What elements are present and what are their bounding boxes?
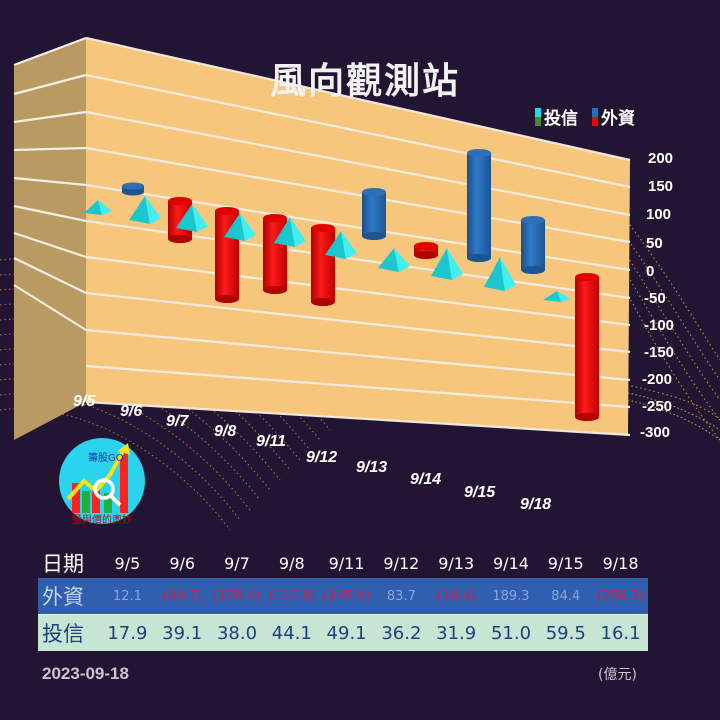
table-cell: 9/15 <box>547 553 584 573</box>
table-cell: 49.1 <box>326 622 367 644</box>
table-row-trust: 投信 17.9 39.1 38.0 44.1 49.1 36.2 31.9 51… <box>38 614 648 651</box>
x-label: 9/12 <box>306 449 338 466</box>
table-cell: 51.0 <box>490 622 532 644</box>
unit-label: (億元) <box>598 667 637 683</box>
table-cell: 31.9 <box>436 622 477 644</box>
legend-swatch-foreign-icon <box>592 107 598 126</box>
table-cell: 44.1 <box>271 622 312 644</box>
brand-logo: 籌股GO 量與價的奧妙 <box>58 437 146 526</box>
table-cell: (178.6) <box>213 588 261 604</box>
table-cell: 12.1 <box>112 588 142 604</box>
table-cell: 36.2 <box>381 622 422 644</box>
y-tick: -50 <box>644 290 666 307</box>
x-label: 9/15 <box>464 484 496 501</box>
table-cell: 39.1 <box>162 622 203 644</box>
table-cell: 59.5 <box>545 622 586 644</box>
legend-label: 外資 <box>601 109 635 129</box>
row-header: 外資 <box>42 585 84 609</box>
y-tick: -150 <box>644 344 675 361</box>
y-tick: -250 <box>642 398 673 415</box>
y-tick: 0 <box>646 263 655 280</box>
table-cell: 9/18 <box>602 553 639 573</box>
table-cell: 189.3 <box>492 588 530 604</box>
table-cell: 9/8 <box>278 553 305 573</box>
table-cell: (145.9) <box>322 588 371 604</box>
table-cell: 84.4 <box>551 588 581 604</box>
row-header: 投信 <box>42 622 84 646</box>
report-date: 2023-09-18 <box>42 664 129 683</box>
table-cell: 9/7 <box>224 553 250 573</box>
table-cell: 17.9 <box>107 622 148 644</box>
y-tick: -100 <box>644 317 675 334</box>
table-cell: (18.4) <box>436 588 476 604</box>
table-cell: 9/6 <box>169 553 196 573</box>
table-cell: 9/5 <box>114 553 141 573</box>
x-label: 9/6 <box>120 403 143 420</box>
series-trust <box>84 196 571 302</box>
y-tick: 100 <box>646 206 672 223</box>
y-tick: 150 <box>648 178 674 195</box>
y-tick: -300 <box>640 424 671 441</box>
table-cell: (137.8) <box>268 588 316 604</box>
table-cell: (256.3) <box>596 588 645 604</box>
y-tick: 50 <box>646 235 663 252</box>
table-cell: 9/13 <box>438 553 475 573</box>
table-cell: 38.0 <box>216 622 258 644</box>
legend-item-foreign: 外資 <box>592 104 635 129</box>
table-cell: 83.7 <box>386 588 416 604</box>
x-label: 9/14 <box>410 471 442 488</box>
y-tick: 200 <box>648 150 674 167</box>
logo-tagline-text: 量與價的奧妙 <box>72 513 132 525</box>
x-label: 9/13 <box>356 459 388 476</box>
table-cell: 9/12 <box>383 553 420 573</box>
table-cell: 9/14 <box>493 553 529 573</box>
table-cell: 16.1 <box>600 622 641 644</box>
table-cell: 9/11 <box>328 553 365 573</box>
chart-side-wall <box>14 38 86 440</box>
x-label: 9/7 <box>166 413 189 430</box>
x-label: 9/5 <box>73 393 96 410</box>
y-tick: -200 <box>642 371 673 388</box>
legend-swatch-trust-icon <box>535 107 541 126</box>
legend-item-trust: 投信 <box>535 104 578 129</box>
table-header-row: 日期 9/5 9/6 9/7 9/8 9/11 9/12 9/13 9/14 9… <box>38 548 648 578</box>
table-cell: (80.7) <box>162 588 202 604</box>
x-label: 9/8 <box>214 423 237 440</box>
chart-title: 風向觀測站 <box>269 61 460 102</box>
table-row-foreign: 外資 12.1 (80.7) (178.6) (137.8) (145.9) 8… <box>38 578 648 614</box>
logo-brand-text: 籌股GO <box>88 451 124 464</box>
x-label: 9/11 <box>256 433 286 450</box>
x-label: 9/18 <box>520 496 552 513</box>
row-header: 日期 <box>42 552 84 576</box>
series-foreign <box>122 149 599 421</box>
legend-label: 投信 <box>544 109 578 129</box>
chart-legend: 投信 外資 <box>535 104 643 129</box>
data-table: 日期 9/5 9/6 9/7 9/8 9/11 9/12 9/13 9/14 9… <box>38 548 648 651</box>
